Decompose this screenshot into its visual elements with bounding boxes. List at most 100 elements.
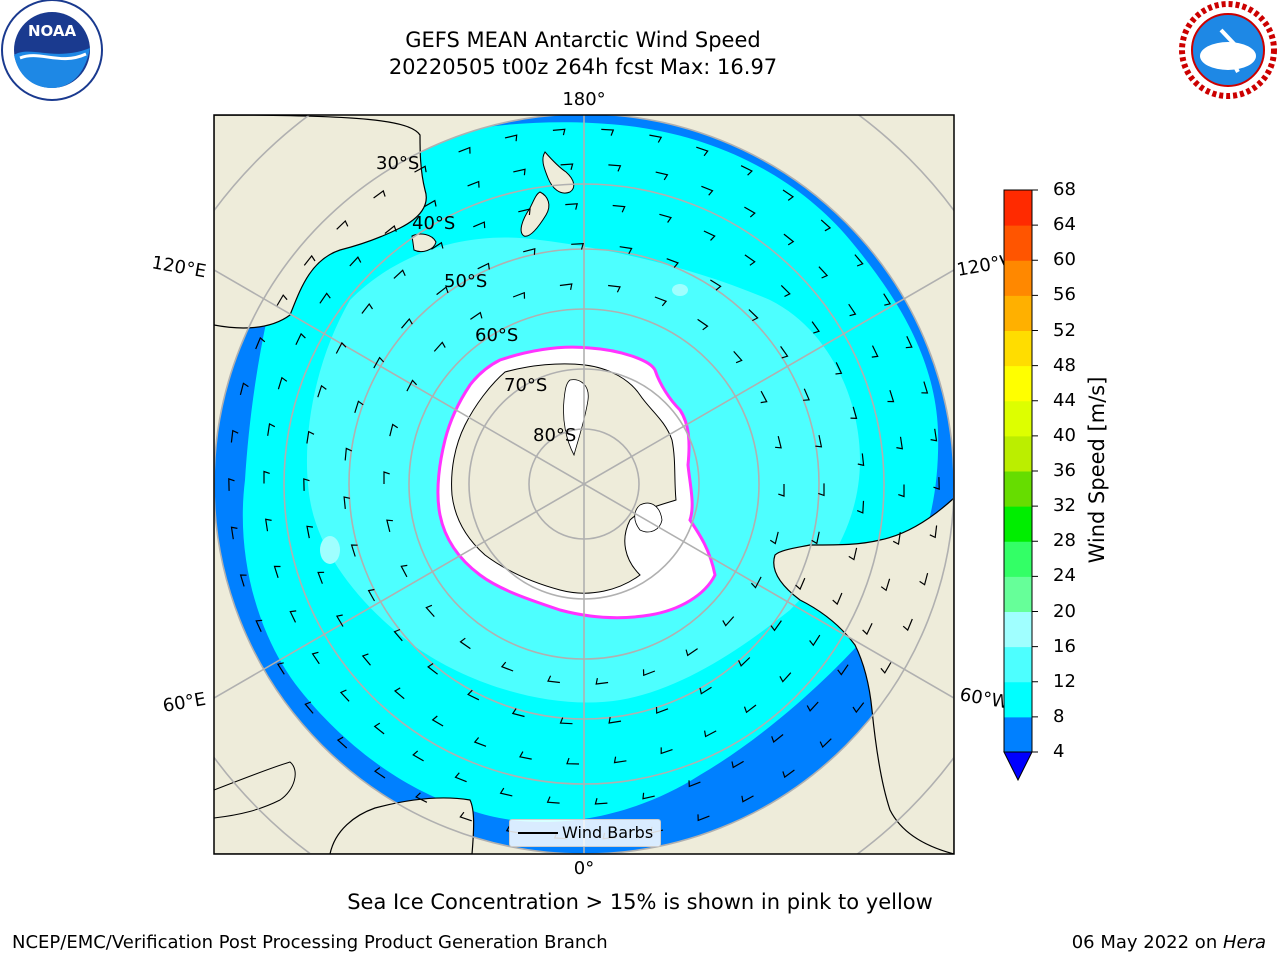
colorbar-tick-label: 60 bbox=[1053, 249, 1076, 271]
colorbar-tick-label: 52 bbox=[1053, 319, 1076, 341]
wind-barb bbox=[406, 379, 418, 392]
wind-barb bbox=[343, 496, 351, 509]
wind-barb bbox=[704, 730, 717, 738]
wind-barb bbox=[473, 737, 487, 747]
colorbar-segment bbox=[1004, 471, 1032, 507]
wind-barb bbox=[276, 662, 285, 675]
wind-barb bbox=[467, 689, 480, 701]
ross-ice-shelf bbox=[563, 379, 589, 457]
colorbar-segment bbox=[1004, 435, 1032, 472]
wind-barb bbox=[880, 578, 891, 592]
wind-barb bbox=[513, 168, 526, 176]
wind-barb bbox=[819, 738, 832, 749]
wind-barb bbox=[803, 388, 810, 401]
lat-label-40s: 40°S bbox=[412, 213, 455, 234]
colorbar-segment bbox=[1004, 400, 1032, 437]
wind-barb bbox=[783, 233, 795, 246]
wind-barb bbox=[771, 734, 784, 743]
wind-barb bbox=[459, 811, 472, 822]
wind-barb bbox=[741, 795, 754, 803]
colorbar-segment bbox=[1004, 506, 1032, 542]
wind-barb bbox=[566, 757, 580, 765]
wind-barb bbox=[699, 686, 712, 695]
lon-label-120e: 120°E bbox=[150, 252, 208, 282]
wind-barb bbox=[414, 165, 427, 173]
wind-barb bbox=[933, 477, 940, 490]
wind-barb bbox=[384, 225, 397, 234]
wind-barb bbox=[546, 796, 560, 804]
wind-barb bbox=[350, 544, 358, 557]
wind-barb bbox=[354, 400, 364, 413]
wind-barb bbox=[499, 787, 513, 797]
wind-barb bbox=[239, 574, 247, 587]
wind-barb bbox=[722, 616, 735, 627]
wind-barb bbox=[267, 422, 276, 436]
wind-barb bbox=[273, 565, 281, 578]
wind-barb bbox=[228, 478, 235, 491]
colorbar-tick-label: 24 bbox=[1053, 565, 1076, 587]
wind-barb bbox=[666, 258, 679, 268]
wind-barb bbox=[778, 484, 785, 497]
wind-barb bbox=[304, 701, 314, 714]
wind-barb bbox=[373, 356, 385, 369]
wind-barb bbox=[389, 423, 399, 437]
wind-barb bbox=[373, 722, 385, 735]
colorbar-extend-arrow bbox=[1003, 751, 1033, 782]
wind-barb bbox=[744, 254, 756, 266]
colorbar-segment bbox=[1004, 681, 1032, 718]
noaa-logo-gull bbox=[19, 52, 87, 61]
south-america-land bbox=[773, 497, 954, 854]
lon-60e-120w-line bbox=[214, 269, 954, 699]
antarctica-land bbox=[451, 363, 677, 594]
wind-barb bbox=[523, 248, 536, 255]
wind-barb bbox=[832, 592, 843, 606]
graticule bbox=[214, 115, 954, 854]
wind-barb bbox=[230, 429, 239, 443]
wind-barb bbox=[740, 165, 753, 176]
colorbar-tick-label: 16 bbox=[1053, 635, 1076, 657]
wind-barb bbox=[649, 134, 663, 143]
colorbar-tick-label: 4 bbox=[1053, 741, 1065, 762]
lon-label-180: 180° bbox=[562, 89, 605, 110]
colorbar-tick-label: 28 bbox=[1053, 530, 1076, 552]
wind-barb bbox=[815, 434, 823, 448]
colorbar-segment bbox=[1004, 611, 1032, 648]
wind-barb bbox=[613, 756, 627, 764]
footer-branch: NCEP/EMC/Verification Post Processing Pr… bbox=[12, 932, 608, 953]
wind-barb bbox=[703, 230, 716, 241]
colorbar-tick-label: 36 bbox=[1053, 460, 1076, 481]
new-zealand-north bbox=[542, 151, 575, 194]
lat-label-80s: 80°S bbox=[533, 425, 576, 446]
wind-barb bbox=[336, 736, 348, 749]
wind-barb bbox=[349, 256, 362, 267]
wind-barb bbox=[642, 792, 655, 800]
colorbar-tick-label: 32 bbox=[1053, 495, 1076, 517]
wind-barb bbox=[277, 376, 288, 390]
wind-barb bbox=[415, 792, 428, 803]
wind-barb bbox=[856, 500, 865, 514]
wind-barb bbox=[373, 767, 386, 779]
wind-barb bbox=[477, 262, 490, 270]
wind-barb bbox=[811, 531, 820, 545]
wind-barb bbox=[595, 677, 609, 685]
wind-barb bbox=[770, 620, 782, 632]
wind-barbs-legend: Wind Barbs bbox=[509, 819, 661, 847]
africa-land bbox=[214, 797, 475, 854]
wind-barb bbox=[779, 672, 792, 683]
nws-logo-lettering-ring bbox=[1179, 1, 1277, 99]
wind-barb bbox=[782, 769, 795, 779]
wind-barb bbox=[608, 164, 622, 172]
colorbar bbox=[1003, 189, 1038, 782]
colorbar-tick-label: 8 bbox=[1053, 705, 1065, 727]
wind-barb bbox=[902, 618, 913, 632]
lat-label-70s: 70°S bbox=[504, 375, 547, 396]
wind-barb bbox=[425, 604, 435, 617]
nws-logo-lightning bbox=[1219, 28, 1243, 73]
wind-barb bbox=[862, 623, 873, 636]
wind-barb bbox=[436, 286, 449, 296]
wind-barb bbox=[412, 750, 424, 762]
wind-barb bbox=[565, 203, 578, 210]
wind-barb bbox=[806, 701, 819, 712]
wind-barb bbox=[871, 345, 879, 358]
